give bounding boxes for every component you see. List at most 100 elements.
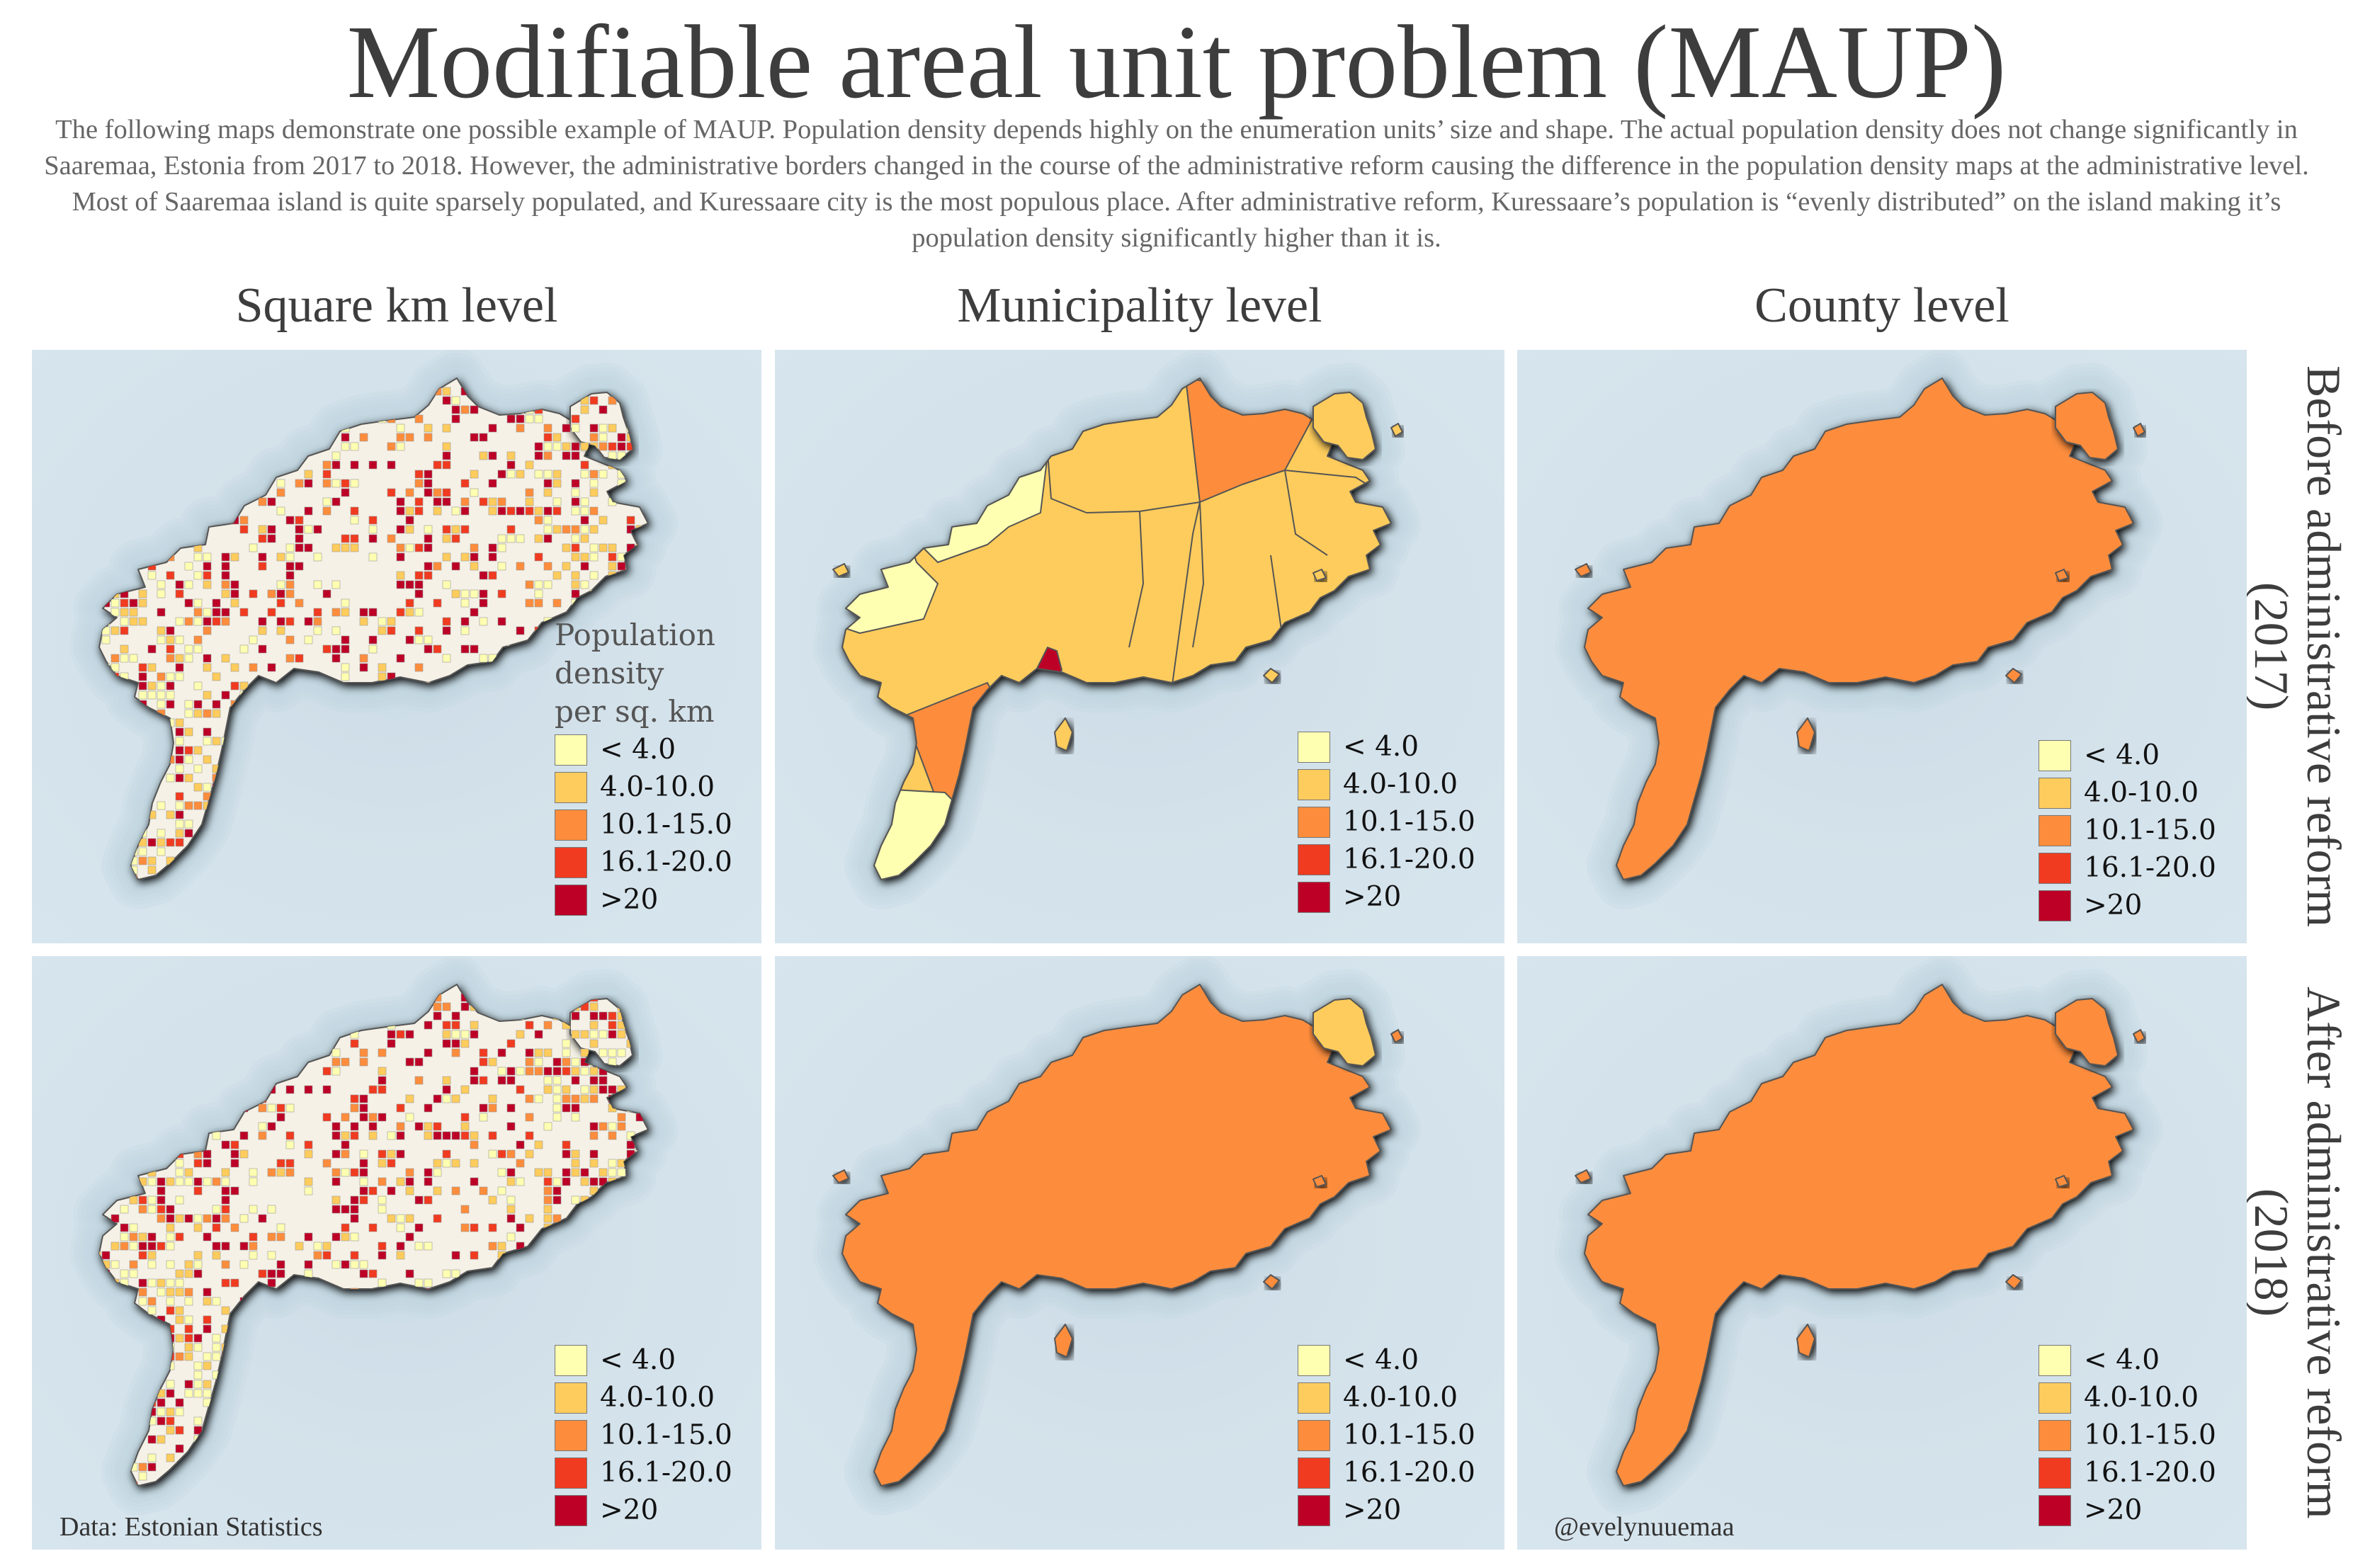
legend-label: 4.0-10.0 — [2084, 1382, 2199, 1414]
grid-cell — [258, 1103, 267, 1113]
grid-cell — [184, 598, 193, 608]
legend-items: < 4.0 4.0-10.0 10.1-15.0 16.1-20.0 >20 — [1298, 728, 1475, 916]
grid-cell — [166, 1407, 175, 1416]
grid-cell — [442, 525, 451, 534]
grid-cell — [506, 1122, 516, 1131]
legend-label: 4.0-10.0 — [600, 1382, 715, 1414]
grid-cell — [203, 1039, 212, 1048]
grid-cell — [368, 1324, 378, 1334]
grid-cell — [267, 525, 276, 534]
grid-cell — [212, 617, 221, 626]
grid-cell — [193, 1067, 203, 1076]
grid-cell — [322, 1462, 331, 1472]
grid-cell — [267, 1251, 276, 1260]
grid-cell — [258, 525, 267, 534]
grid-cell — [212, 1242, 221, 1251]
grid-cell — [451, 875, 460, 880]
grid-cell — [571, 1149, 580, 1159]
grid-cell — [295, 838, 304, 847]
grid-cell — [451, 1131, 460, 1140]
grid-cell — [276, 1030, 285, 1039]
grid-cell — [304, 470, 313, 479]
grid-cell — [120, 1011, 129, 1021]
grid-cell — [193, 1269, 203, 1278]
legend-label: < 4.0 — [1343, 731, 1419, 763]
grid-cell — [359, 865, 368, 875]
grid-cell — [331, 580, 341, 589]
grid-cell — [258, 847, 267, 856]
grid-cell — [359, 1177, 368, 1186]
grid-cell — [543, 1122, 552, 1131]
grid-cell — [147, 405, 157, 414]
grid-cell — [405, 1435, 414, 1444]
grid-cell — [203, 460, 212, 470]
grid-cell — [506, 1168, 516, 1177]
grid-cell — [74, 424, 82, 432]
grid-cell — [350, 718, 359, 727]
grid-cell — [110, 1398, 120, 1407]
grid-cell — [534, 819, 543, 829]
grid-cell — [368, 792, 378, 801]
grid-cell — [99, 1426, 101, 1435]
grid-cell — [313, 773, 322, 783]
grid-cell — [350, 856, 359, 865]
legend-item: >20 — [1298, 1492, 1475, 1529]
grid-cell — [359, 1269, 368, 1278]
grid-cell — [341, 1113, 350, 1122]
grid-cell — [101, 424, 110, 433]
grid-cell — [414, 1472, 424, 1481]
grid-cell — [552, 1195, 562, 1205]
grid-cell — [396, 571, 405, 580]
grid-cell — [230, 1159, 239, 1168]
grid-cell — [589, 1324, 599, 1334]
grid-cell — [378, 1370, 387, 1380]
grid-cell — [470, 644, 479, 654]
grid-cell — [331, 1122, 341, 1131]
grid-cell — [99, 1021, 101, 1030]
grid-cell — [497, 1472, 506, 1481]
grid-cell — [359, 1057, 368, 1067]
grid-cell — [460, 1122, 470, 1131]
grid-cell — [516, 414, 525, 424]
grid-cell — [424, 737, 433, 746]
grid-cell — [249, 1491, 257, 1499]
grid-cell — [99, 562, 101, 571]
grid-cell — [442, 1389, 451, 1398]
grid-cell — [101, 773, 110, 783]
grid-cell — [258, 984, 267, 993]
grid-cell — [368, 525, 378, 534]
grid-cell — [221, 460, 230, 470]
grid-cell — [110, 1389, 120, 1398]
grid-cell — [157, 1278, 166, 1288]
grid-cell — [562, 1278, 571, 1288]
grid-cell — [424, 1472, 433, 1481]
legend-item: 4.0-10.0 — [555, 1379, 732, 1416]
grid-cell — [599, 1232, 608, 1242]
grid-cell — [166, 396, 175, 405]
grid-cell — [488, 810, 497, 819]
grid-cell — [497, 506, 506, 516]
grid-cell — [654, 599, 662, 607]
grid-cell — [543, 1186, 552, 1195]
grid-cell — [101, 764, 110, 773]
grid-cell — [506, 534, 516, 543]
grid-cell — [571, 1030, 580, 1039]
grid-cell — [479, 847, 488, 856]
grid-cell — [470, 608, 479, 617]
grid-cell — [543, 1462, 552, 1472]
grid-cell — [442, 1094, 451, 1103]
grid-cell — [525, 1435, 534, 1444]
grid-cell — [166, 424, 175, 433]
grid-cell — [470, 1416, 479, 1426]
grid-cell — [203, 1315, 212, 1324]
grid-cell — [184, 1297, 193, 1306]
grid-cell — [99, 1030, 101, 1039]
grid-cell — [267, 773, 276, 783]
grid-cell — [378, 1472, 387, 1481]
grid-cell — [147, 1094, 157, 1103]
grid-cell — [359, 1343, 368, 1352]
grid-cell — [193, 644, 203, 654]
grid-cell — [157, 672, 166, 681]
legend-label: 4.0-10.0 — [1343, 768, 1458, 800]
grid-cell — [193, 460, 203, 470]
